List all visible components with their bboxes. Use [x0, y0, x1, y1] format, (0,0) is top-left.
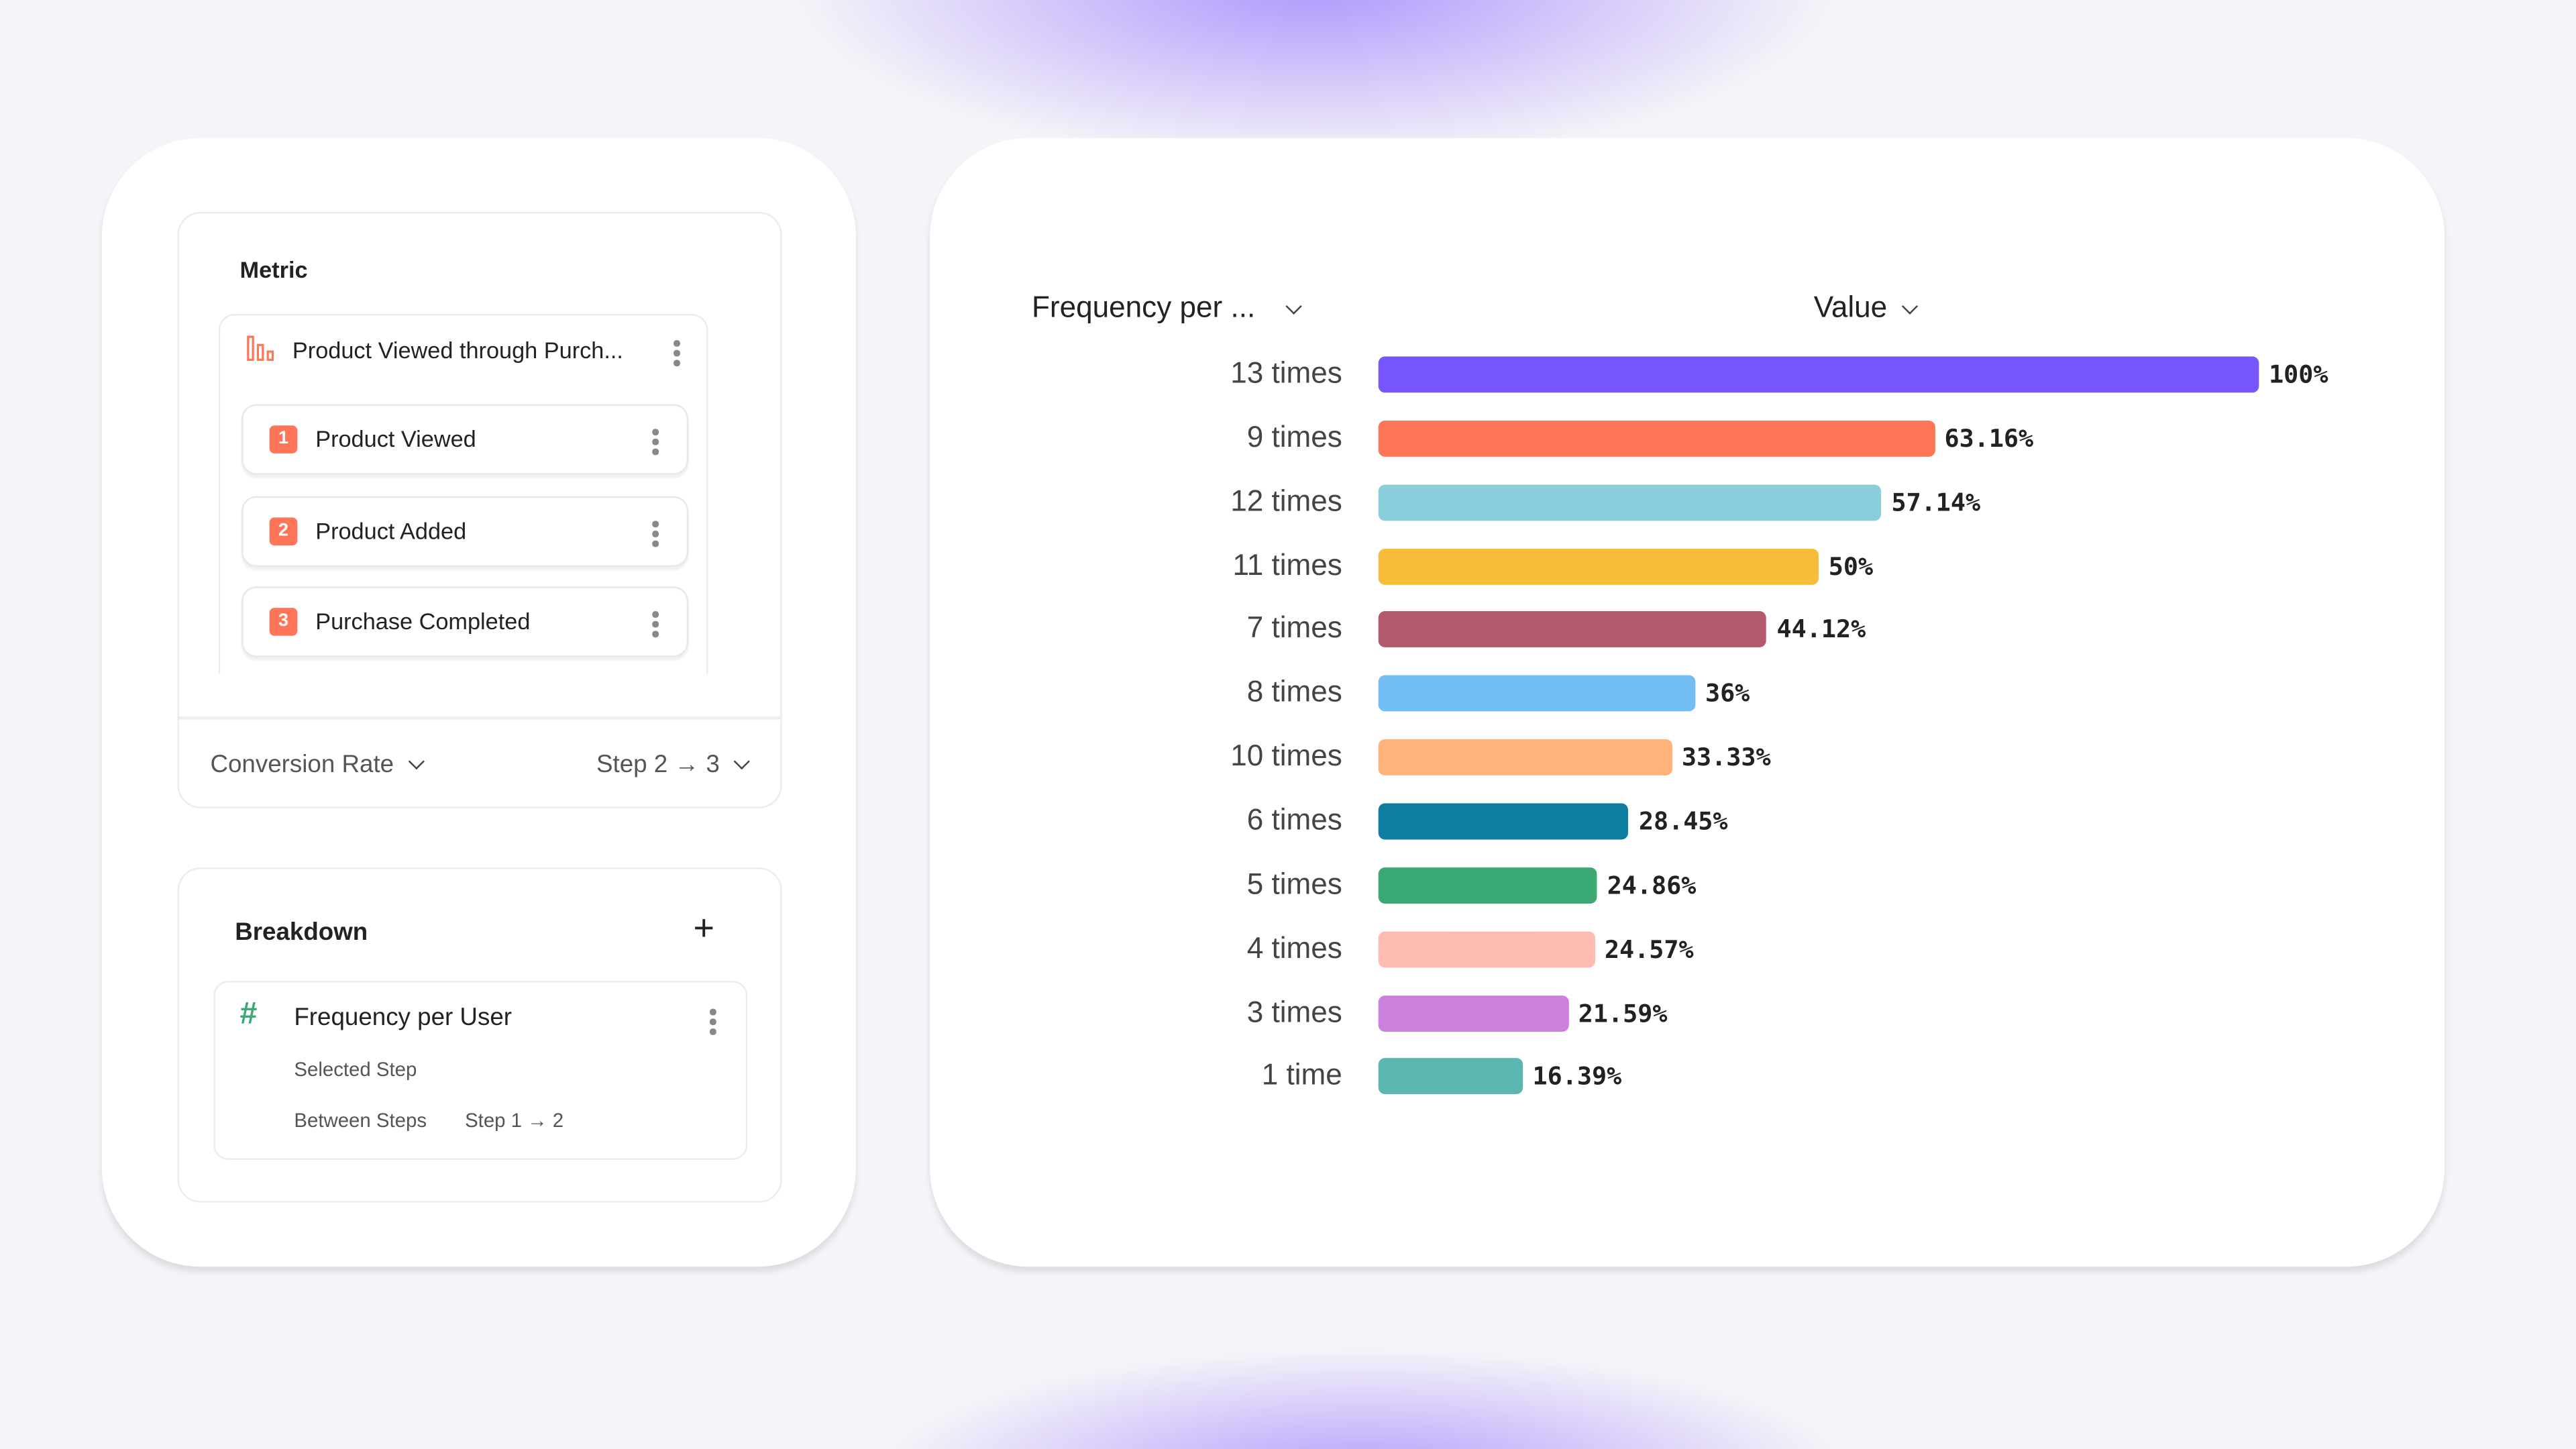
value-label: 21.59% [1578, 998, 1668, 1028]
step-number-badge: 2 [269, 517, 298, 546]
category-label: 10 times [1230, 739, 1342, 773]
chevron-down-icon [733, 753, 750, 770]
bar[interactable] [1378, 803, 1629, 840]
more-options-icon[interactable] [674, 339, 680, 370]
bar[interactable] [1378, 547, 1819, 584]
breakdown-card: Breakdown + # Frequency per User Selecte… [177, 867, 782, 1203]
breakdown-title: Breakdown [235, 918, 368, 947]
bar[interactable] [1378, 420, 1935, 457]
bar[interactable] [1378, 994, 1569, 1031]
chevron-down-icon [408, 753, 425, 770]
category-label: 6 times [1246, 803, 1342, 837]
conversion-rate-dropdown[interactable]: Conversion Rate [210, 751, 425, 779]
chevron-down-icon [1285, 298, 1302, 315]
more-options-icon[interactable] [652, 611, 659, 641]
more-options-icon[interactable] [652, 521, 659, 550]
bar[interactable] [1378, 867, 1598, 904]
bar[interactable] [1378, 1058, 1523, 1095]
value-label: 57.14% [1891, 487, 1981, 517]
value-label: 33.33% [1681, 743, 1771, 773]
bar[interactable] [1378, 611, 1767, 648]
column-header-label: Frequency per ... [1031, 290, 1256, 324]
step-number-badge: 1 [269, 425, 298, 453]
value-label: 100% [2269, 360, 2328, 390]
category-label: 5 times [1246, 867, 1342, 900]
value-label: 50% [1828, 551, 1874, 581]
frequency-column-dropdown[interactable]: Frequency per ... [1031, 290, 1302, 325]
bar[interactable] [1378, 930, 1595, 967]
funnel-bars-icon [247, 335, 274, 361]
category-label: 9 times [1246, 420, 1342, 453]
selected-step-label: Selected Step [294, 1058, 417, 1081]
hash-icon: # [239, 997, 258, 1032]
value-column-dropdown[interactable]: Value [1813, 290, 1918, 325]
step-dropdown[interactable]: Step 2 → 3 [596, 751, 750, 779]
between-steps-value: Step 1 → 2 [465, 1109, 564, 1132]
breakdown-item-label: Frequency per User [294, 1004, 513, 1032]
category-label: 7 times [1246, 611, 1342, 645]
funnel-step-1[interactable]: 1 Product Viewed [241, 404, 689, 475]
step-label: Product Added [315, 517, 467, 544]
category-label: 3 times [1246, 994, 1342, 1028]
plus-icon[interactable]: + [693, 906, 714, 949]
between-steps-label: Between Steps [294, 1109, 427, 1132]
more-options-icon[interactable] [652, 429, 659, 458]
bar[interactable] [1378, 676, 1696, 712]
metric-title: Metric [239, 256, 308, 283]
more-options-icon[interactable] [709, 1008, 716, 1038]
step-number-badge: 3 [269, 608, 298, 636]
step-label: Purchase Completed [315, 608, 531, 635]
funnel-step-2[interactable]: 2 Product Added [241, 496, 689, 567]
category-label: 13 times [1230, 356, 1342, 390]
chevron-down-icon [1901, 298, 1918, 315]
category-label: 12 times [1230, 484, 1342, 517]
dropdown-label: Conversion Rate [210, 751, 394, 779]
value-label: 44.12% [1776, 614, 1866, 645]
value-label: 24.86% [1607, 870, 1697, 900]
bar[interactable] [1378, 739, 1672, 776]
funnel-name[interactable]: Product Viewed through Purch... [292, 337, 623, 364]
funnel-box: Product Viewed through Purch... [218, 313, 708, 674]
divider [178, 716, 781, 719]
value-label: 36% [1705, 679, 1750, 709]
funnel-step-3[interactable]: 3 Purchase Completed [241, 586, 689, 657]
value-label: 24.57% [1604, 934, 1694, 964]
category-label: 1 time [1261, 1058, 1342, 1091]
bar[interactable] [1378, 356, 2259, 393]
category-label: 11 times [1232, 547, 1342, 581]
value-label: 28.45% [1638, 806, 1728, 837]
step-label: Product Viewed [315, 425, 476, 452]
breakdown-item[interactable]: # Frequency per User Selected Step Betwe… [213, 981, 748, 1160]
dropdown-label: Step 2 → 3 [596, 751, 720, 779]
value-label: 63.16% [1944, 423, 2034, 453]
value-label: 16.39% [1532, 1061, 1622, 1091]
category-label: 8 times [1246, 676, 1342, 709]
column-header-label: Value [1813, 290, 1888, 324]
category-label: 4 times [1246, 930, 1342, 964]
bar[interactable] [1378, 484, 1882, 521]
